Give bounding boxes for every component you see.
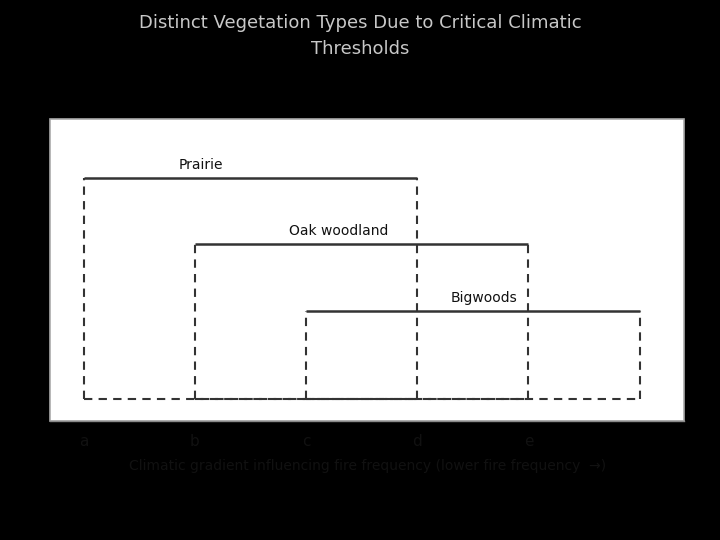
Text: Oak woodland: Oak woodland (289, 224, 389, 238)
Text: Climatic gradient influencing fire frequency (lower fire frequency  →): Climatic gradient influencing fire frequ… (129, 459, 606, 473)
Text: Prairie: Prairie (179, 158, 222, 172)
Text: Distinct Vegetation Types Due to Critical Climatic: Distinct Vegetation Types Due to Critica… (139, 14, 581, 31)
Text: Bigwoods: Bigwoods (451, 291, 517, 305)
Text: Thresholds: Thresholds (311, 40, 409, 58)
